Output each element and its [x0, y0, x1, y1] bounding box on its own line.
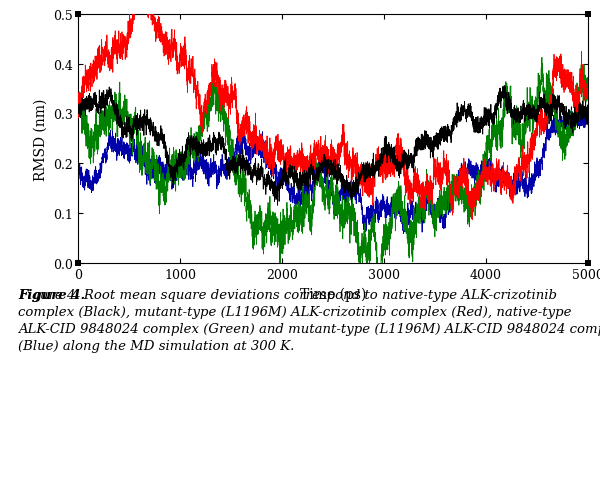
- Text: Figure 4. Root mean square deviations correspond to native-type ALK-crizotinib
c: Figure 4. Root mean square deviations co…: [18, 288, 600, 352]
- X-axis label: Time (ps): Time (ps): [300, 287, 366, 301]
- Text: Figure 4.: Figure 4.: [18, 288, 85, 301]
- Y-axis label: RMSD (nm): RMSD (nm): [34, 98, 48, 180]
